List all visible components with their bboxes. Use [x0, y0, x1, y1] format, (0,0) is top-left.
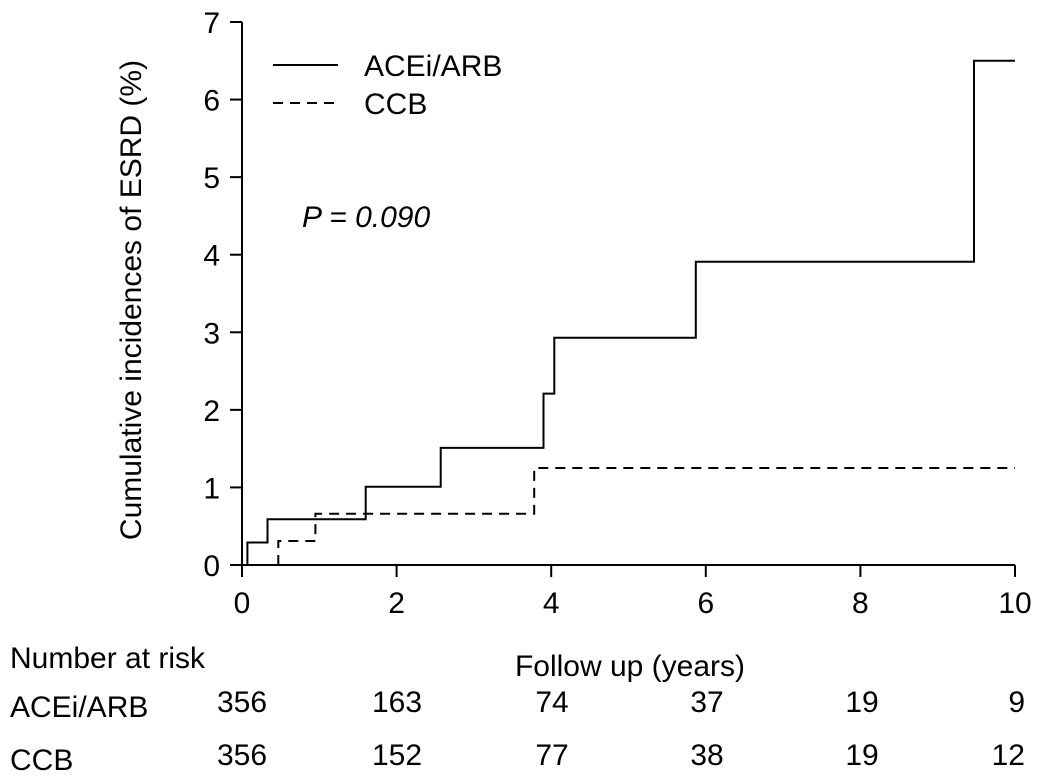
- risk-value: 356: [217, 739, 267, 772]
- y-axis-label: Cumulative incidences of ESRD (%): [115, 60, 148, 540]
- y-tick-label: 0: [203, 550, 220, 583]
- x-tick-label: 10: [998, 587, 1031, 620]
- y-tick-label: 2: [203, 395, 220, 428]
- y-tick-label: 4: [203, 240, 220, 273]
- risk-row-label: ACEi/ARB: [10, 691, 148, 724]
- y-tick-label: 3: [203, 317, 220, 350]
- x-tick-label: 6: [697, 587, 714, 620]
- risk-row-label: CCB: [10, 744, 73, 777]
- x-tick-label: 2: [388, 587, 405, 620]
- risk-value: 12: [992, 739, 1025, 772]
- series-line-1: [246, 59, 1015, 565]
- risk-value: 356: [217, 686, 267, 719]
- y-tick-label: 7: [203, 7, 220, 40]
- legend-label: CCB: [364, 88, 427, 121]
- x-axis-label: Follow up (years): [515, 650, 745, 683]
- plot-lines: [246, 59, 1015, 565]
- x-tick-label: 4: [543, 587, 560, 620]
- y-tick-label: 5: [203, 162, 220, 195]
- risk-value: 38: [690, 739, 723, 772]
- series-line-2: [277, 467, 1015, 565]
- risk-value: 74: [535, 686, 568, 719]
- risk-value: 19: [845, 686, 878, 719]
- risk-value: 19: [845, 739, 878, 772]
- risk-value: 77: [535, 739, 568, 772]
- risk-value: 37: [690, 686, 723, 719]
- x-tick-label: 8: [852, 587, 869, 620]
- risk-value: 152: [372, 739, 422, 772]
- x-tick-label: 0: [234, 587, 251, 620]
- risk-value: 9: [1008, 686, 1025, 719]
- risk-table: Number at risk ACEi/ARB 356 163 74 37 19 9 CCB 3…: [10, 642, 1025, 777]
- risk-value: 163: [372, 686, 422, 719]
- legend-label: ACEi/ARB: [364, 50, 502, 83]
- axes: 0 1 2 3 4 5 6 7 0 2 4 6 8 10: [203, 7, 1031, 620]
- y-tick-label: 6: [203, 85, 220, 118]
- risk-table-title: Number at risk: [10, 642, 206, 675]
- p-value-annotation: P = 0.090: [302, 201, 430, 234]
- y-tick-label: 1: [203, 472, 220, 505]
- legend: ACEi/ARB CCB: [273, 50, 502, 121]
